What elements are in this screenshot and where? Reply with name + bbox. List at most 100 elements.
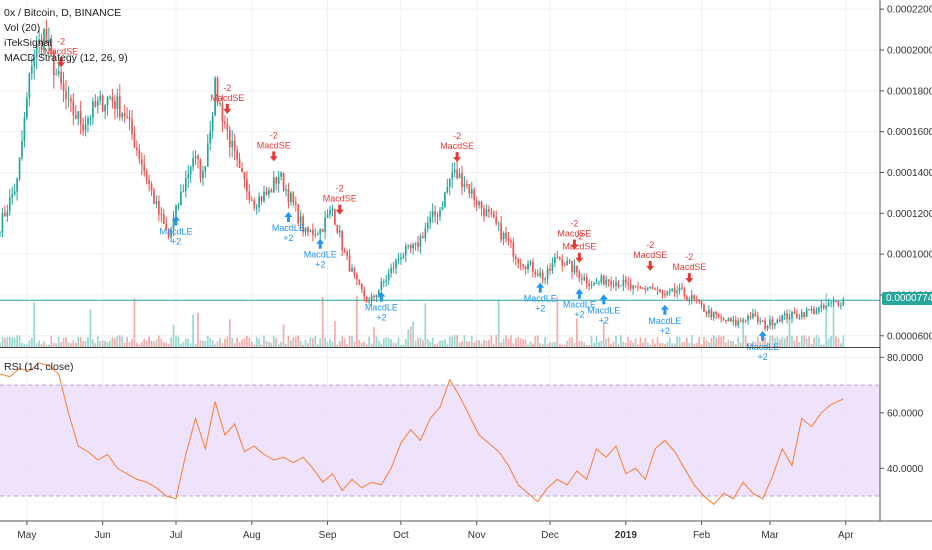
candle-body <box>595 282 598 284</box>
volume-bar <box>649 344 652 347</box>
volume-bar <box>13 337 16 347</box>
time-tick-label: Nov <box>468 530 486 541</box>
candle-body <box>778 319 781 322</box>
candle-body <box>561 259 564 266</box>
candle-body <box>96 100 99 106</box>
candle-body <box>116 96 119 109</box>
candle-body <box>16 178 18 192</box>
candle-body <box>26 98 28 118</box>
volume-bar <box>92 339 94 347</box>
volume-bar <box>480 343 483 347</box>
volume-bar <box>341 336 344 347</box>
signal-quantity: +2 <box>599 315 609 325</box>
candle-body <box>356 274 358 280</box>
rsi-indicator-label[interactable]: RSI (14, close) <box>4 361 74 373</box>
volume-bar <box>136 342 138 347</box>
candle-body <box>290 192 292 202</box>
volume-bar <box>285 343 287 347</box>
signal-indicator-label[interactable]: iTekSignal <box>4 37 52 49</box>
volume-bar <box>532 343 534 347</box>
candle-body <box>436 215 439 217</box>
volume-bar <box>363 341 366 347</box>
volume-bar <box>143 338 146 347</box>
strategy-label[interactable]: MACD Strategy (12, 26, 9) <box>4 52 128 64</box>
signal-label: MacdSE <box>557 229 591 239</box>
symbol-title[interactable]: 0x / Bitcoin, D, BINANCE <box>4 7 122 19</box>
signal-label: MacdSE <box>562 242 596 252</box>
time-tick-label: Dec <box>541 530 559 541</box>
arrow-down-icon <box>269 151 278 162</box>
candle-body <box>0 232 1 234</box>
candle-body <box>302 216 304 233</box>
candle-body <box>798 317 801 319</box>
candles <box>0 19 845 332</box>
volume-bar <box>280 341 282 347</box>
volume-bar <box>664 344 666 347</box>
short-entry-signal: MacdSE-2 <box>323 184 357 215</box>
candle-body <box>13 191 16 195</box>
candle-body <box>544 279 546 281</box>
volume-bar <box>131 338 133 347</box>
long-entry-signal: MacdLE+2 <box>648 304 681 336</box>
candle-body <box>727 318 730 322</box>
candle-body <box>148 180 150 185</box>
volume-bar <box>162 342 165 347</box>
volume-bar <box>791 336 793 347</box>
candle-body <box>385 280 388 282</box>
volume-bar <box>307 343 309 347</box>
candle-body <box>715 311 718 315</box>
volume-indicator-label[interactable]: Vol (20) <box>4 22 41 34</box>
candle-body <box>395 259 397 269</box>
volume-bar <box>754 341 757 347</box>
volume-bar <box>470 336 473 347</box>
candle-body <box>708 310 710 314</box>
volume-bar <box>94 342 97 347</box>
volume-bar <box>40 343 43 347</box>
volume-bar <box>204 340 207 347</box>
candle-body <box>21 141 23 158</box>
volume-bar <box>319 338 322 347</box>
volume-bar <box>436 343 439 347</box>
candle-body <box>634 285 637 287</box>
time-tick-label: Oct <box>393 530 409 541</box>
volume-bar <box>622 341 625 347</box>
signal-quantity: +2 <box>171 237 181 247</box>
signal-label: MacdLE <box>648 316 681 326</box>
volume-bar <box>759 341 762 347</box>
volume-bar <box>23 343 26 347</box>
candle-body <box>392 267 395 269</box>
volume-bar <box>507 338 510 347</box>
volume-bar <box>28 340 31 347</box>
volume-bar <box>426 339 429 347</box>
candle-body <box>28 73 31 99</box>
volume-bar <box>593 342 595 347</box>
candle-body <box>182 191 185 193</box>
volume-bar <box>118 335 121 347</box>
volume-bar <box>84 341 87 347</box>
time-tick-label: Feb <box>693 530 711 541</box>
candle-body <box>673 288 676 293</box>
candle-body <box>197 156 199 160</box>
candle-body <box>500 223 502 240</box>
signal-quantity: -2 <box>270 130 278 140</box>
candle-body <box>365 296 368 302</box>
candle-body <box>742 320 744 322</box>
volume-bar <box>50 335 53 347</box>
candle-body <box>6 211 9 217</box>
candle-body <box>629 284 632 289</box>
candle-body <box>60 71 62 84</box>
volume-bar <box>60 342 62 347</box>
signal-quantity: +2 <box>535 304 545 314</box>
volume-bar <box>8 336 11 347</box>
signal-label: MacdSE <box>210 93 244 103</box>
candle-body <box>456 169 458 179</box>
volume-bar <box>282 324 285 347</box>
candle-body <box>275 177 278 184</box>
volume-bar <box>287 335 290 347</box>
candle-body <box>522 264 524 267</box>
volume-bar <box>275 338 278 347</box>
candle-body <box>703 304 705 312</box>
candle-body <box>610 281 612 286</box>
volume-bar <box>607 337 610 347</box>
